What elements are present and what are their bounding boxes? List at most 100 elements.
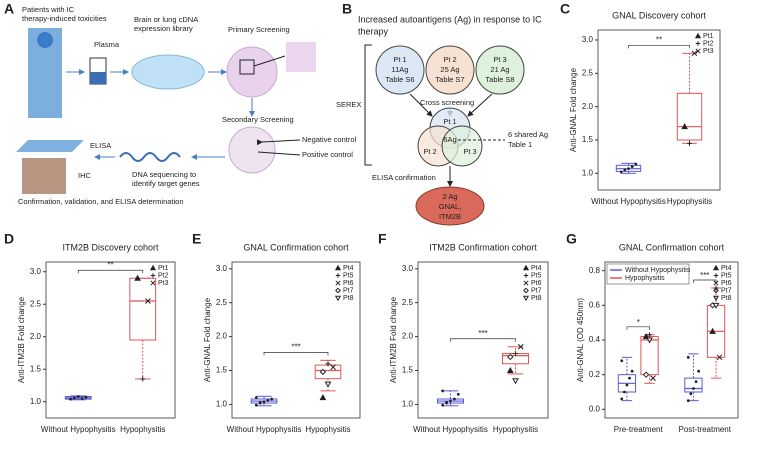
y-tick-label: 3.0 (216, 264, 228, 273)
connector (253, 55, 286, 67)
point (686, 355, 690, 359)
label: Table S8 (485, 75, 514, 84)
y-tick-label: 2.5 (30, 299, 42, 308)
legend-label: Pt5 (531, 272, 542, 279)
arrow (467, 93, 493, 117)
sig-label: ** (107, 260, 113, 269)
label: therapy-induced toxicities (22, 14, 107, 23)
panel-letter: B (342, 1, 352, 17)
legend-marker (712, 295, 720, 302)
label: identify target genes (132, 179, 200, 188)
legend-marker (695, 48, 701, 54)
y-tick-label: 0.4 (589, 335, 601, 344)
pointer (256, 139, 301, 146)
point (619, 170, 623, 174)
point (692, 387, 695, 390)
legend-marker (335, 287, 341, 294)
panel-letter: C (560, 1, 570, 17)
legend-label: Pt8 (531, 295, 542, 302)
legend-label: Pt6 (721, 280, 732, 287)
label: Pt 3 (493, 55, 506, 64)
bracket (364, 44, 372, 166)
point (513, 351, 518, 357)
sig-bracket (628, 44, 690, 49)
legend-marker (150, 273, 156, 278)
point (258, 401, 262, 404)
label: Plasma (94, 40, 120, 49)
y-tick-label: 1.0 (216, 400, 228, 409)
legend-label: Pt6 (343, 280, 354, 287)
legend-label: Pt1 (158, 265, 169, 272)
point (449, 399, 452, 403)
point (627, 167, 630, 171)
legend-marker (150, 280, 156, 286)
point (620, 397, 624, 401)
legend-marker (149, 264, 157, 271)
legend-marker (523, 273, 529, 278)
x-tick-label: Pre-treatment (614, 425, 664, 434)
point (691, 50, 698, 57)
label: Table S7 (435, 75, 464, 84)
label: therapy (358, 26, 389, 36)
legend-label: Pt6 (531, 280, 542, 287)
inset-box (239, 59, 255, 75)
point (625, 383, 629, 387)
label: 6 shared Ag (508, 130, 548, 139)
legend-marker (713, 280, 719, 286)
legend-marker (694, 32, 702, 39)
point (145, 298, 151, 304)
point (622, 390, 626, 394)
point (441, 389, 445, 393)
ihc-image (22, 158, 66, 194)
legend-marker (712, 264, 720, 271)
y-tick-label: 1.0 (30, 397, 42, 406)
library-plate (131, 54, 205, 90)
legend-label: Pt7 (531, 287, 542, 294)
y-tick-label: 2.5 (216, 298, 228, 307)
sig-bracket (263, 351, 329, 356)
panel-letter: A (4, 1, 14, 17)
point (507, 353, 514, 361)
point (642, 371, 650, 378)
y-tick-label: 0.0 (589, 404, 601, 413)
y-axis-label: Anti-GNAL Fold change (203, 297, 212, 382)
label: ELISA (90, 141, 111, 150)
label: Pt 2 (423, 147, 436, 156)
point (325, 361, 331, 367)
label: Cross screening (420, 98, 474, 107)
point (681, 123, 688, 130)
point (76, 395, 80, 398)
label: SEREX (336, 100, 361, 109)
legend-label: Pt4 (531, 265, 542, 272)
label: IHC (78, 171, 92, 180)
x-tick-label: Hypophysitis (493, 425, 538, 434)
y-tick-label: 3.0 (402, 264, 414, 273)
legend-label: Pt7 (343, 287, 354, 294)
legend-marker (523, 287, 529, 294)
label: 6Ag (443, 135, 456, 144)
y-axis-label: Anti-ITM2B Fold change (17, 296, 26, 383)
sig-bracket (626, 326, 650, 330)
point (445, 401, 448, 404)
x-tick-label: Without Hypophysitis (227, 425, 302, 434)
point (254, 403, 258, 407)
y-tick-label: 1.5 (216, 366, 228, 375)
legend-marker (335, 280, 341, 286)
legend-label: Pt3 (158, 280, 169, 287)
point (262, 400, 266, 404)
point (634, 162, 638, 166)
legend-marker (713, 273, 719, 278)
legend-label: Pt5 (721, 272, 732, 279)
legend-label: Pt4 (721, 265, 732, 272)
legend-marker (695, 41, 701, 46)
legend-label: Pt1 (703, 33, 714, 40)
sig-bracket (693, 279, 717, 283)
y-axis-label: Anti-ITM2B Fold change (389, 296, 398, 383)
panel-letter: G (566, 231, 577, 247)
point (689, 392, 693, 396)
point (72, 396, 76, 400)
point (254, 396, 258, 400)
label: ITM2B (439, 212, 461, 221)
point (628, 376, 631, 380)
circle-pt2 (425, 45, 475, 95)
